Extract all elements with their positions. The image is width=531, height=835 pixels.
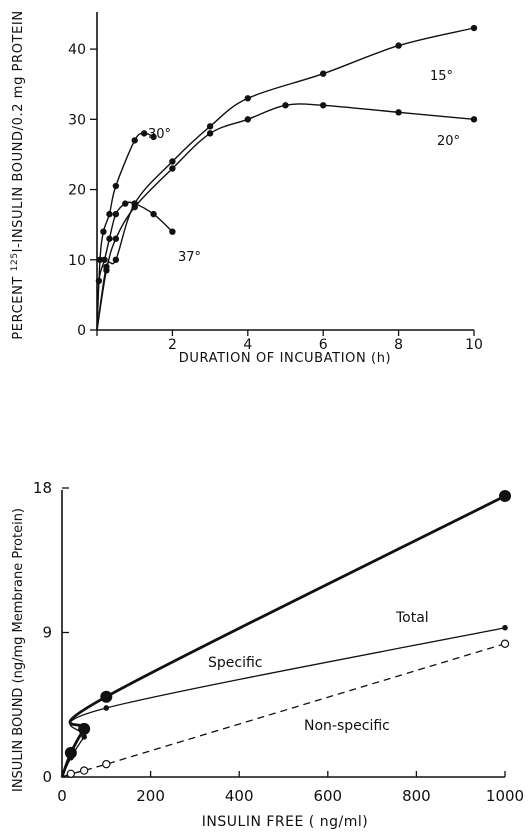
data-point bbox=[101, 256, 108, 263]
data-point bbox=[78, 722, 91, 735]
data-point bbox=[320, 102, 327, 109]
top-series-lines bbox=[95, 24, 478, 331]
top-x-tick-label: 6 bbox=[319, 337, 328, 353]
top-x-tick-label: 2 bbox=[168, 337, 177, 353]
data-point bbox=[66, 769, 76, 778]
top-chart-axes bbox=[96, 12, 474, 331]
data-point bbox=[140, 130, 148, 137]
series-label-specific: Specific bbox=[208, 655, 263, 671]
data-point bbox=[395, 109, 402, 116]
bottom-x-axis-label: INSULIN FREE ( ng/ml) bbox=[202, 814, 368, 830]
data-point bbox=[96, 256, 104, 263]
bottom-x-tick-label: 1000 bbox=[486, 787, 524, 805]
data-point bbox=[169, 158, 176, 165]
bottom-x-tick-label: 0 bbox=[57, 787, 67, 805]
data-point bbox=[79, 766, 89, 775]
data-point bbox=[320, 70, 327, 77]
data-point bbox=[112, 210, 120, 218]
bottom-series-lines bbox=[60, 490, 511, 778]
top-y-tick-label: 10 bbox=[68, 253, 86, 269]
top-y-tick-label: 0 bbox=[77, 323, 86, 339]
series-line bbox=[60, 494, 506, 778]
top-y-tick-label: 30 bbox=[68, 112, 86, 128]
series-line bbox=[61, 643, 506, 778]
bottom-y-axis-label: INSULIN BOUND (ng/mg Membrane Protein) bbox=[11, 508, 26, 792]
series-label-nonspecific: Non-specific bbox=[304, 718, 390, 734]
data-point bbox=[150, 133, 157, 141]
data-point bbox=[68, 754, 74, 761]
data-point bbox=[106, 210, 113, 218]
bottom-x-tick-label: 200 bbox=[136, 787, 165, 805]
chart-incubation-time: 0 10 20 30 40 2 4 6 8 10 DURATION OF INCUBATION … bbox=[10, 10, 483, 366]
data-point bbox=[112, 235, 120, 242]
data-point bbox=[95, 277, 103, 285]
data-point bbox=[169, 228, 176, 235]
series-label-30: 30° bbox=[148, 127, 171, 142]
bottom-y-tick-label: 9 bbox=[42, 624, 52, 642]
data-point bbox=[470, 24, 478, 32]
top-x-axis-label: DURATION OF INCUBATION (h) bbox=[179, 351, 391, 366]
data-point bbox=[502, 624, 508, 631]
top-x-tick-label: 4 bbox=[243, 337, 252, 353]
data-point bbox=[102, 759, 111, 769]
bottom-y-tick-label: 18 bbox=[33, 479, 52, 497]
data-point bbox=[103, 705, 110, 711]
bottom-y-ticks: 0 9 18 bbox=[33, 479, 69, 786]
data-point bbox=[106, 235, 113, 242]
top-x-ticks: 2 4 6 8 10 bbox=[96, 330, 483, 353]
data-point bbox=[499, 490, 511, 503]
data-point bbox=[122, 200, 129, 207]
data-point bbox=[470, 116, 478, 123]
bottom-x-tick-label: 600 bbox=[313, 787, 342, 805]
series-label-37: 37° bbox=[178, 250, 201, 265]
top-x-tick-label: 8 bbox=[394, 337, 403, 353]
series-line bbox=[96, 27, 475, 331]
data-point bbox=[103, 267, 110, 274]
bottom-x-ticks: 0 200 400 600 800 1000 bbox=[57, 771, 524, 805]
data-point bbox=[81, 734, 87, 740]
data-point bbox=[150, 210, 157, 218]
top-y-axis-label: PERCENT 125I-INSULIN BOUND/0.2 mg PROTEI… bbox=[10, 10, 26, 339]
bottom-chart-axes bbox=[61, 490, 505, 778]
series-label-total: Total bbox=[395, 610, 429, 626]
bottom-x-tick-label: 800 bbox=[402, 787, 431, 805]
top-y-tick-label: 40 bbox=[68, 42, 86, 58]
data-point bbox=[244, 95, 251, 102]
data-point bbox=[500, 639, 510, 648]
data-point bbox=[112, 182, 120, 190]
series-line bbox=[61, 627, 506, 778]
data-point bbox=[206, 130, 214, 137]
data-point bbox=[169, 165, 176, 172]
data-point bbox=[100, 228, 107, 235]
bottom-x-tick-label: 400 bbox=[225, 787, 254, 805]
data-point bbox=[206, 123, 214, 130]
data-point bbox=[100, 690, 113, 703]
data-point bbox=[282, 102, 289, 109]
data-point bbox=[112, 256, 120, 263]
data-point bbox=[64, 746, 77, 759]
data-point bbox=[131, 200, 138, 207]
data-point bbox=[244, 116, 251, 123]
top-y-ticks: 0 10 20 30 40 bbox=[68, 42, 97, 339]
top-x-tick-label: 10 bbox=[465, 337, 483, 353]
top-y-tick-label: 20 bbox=[68, 183, 86, 199]
series-label-20: 20° bbox=[437, 134, 460, 149]
data-point bbox=[131, 137, 138, 144]
series-label-15: 15° bbox=[430, 69, 453, 84]
data-point bbox=[395, 42, 402, 49]
chart-insulin-binding: 0 9 18 0 200 400 600 800 1000 INSULIN FREE ( ng… bbox=[11, 479, 524, 830]
bottom-y-tick-label: 0 bbox=[42, 768, 52, 786]
